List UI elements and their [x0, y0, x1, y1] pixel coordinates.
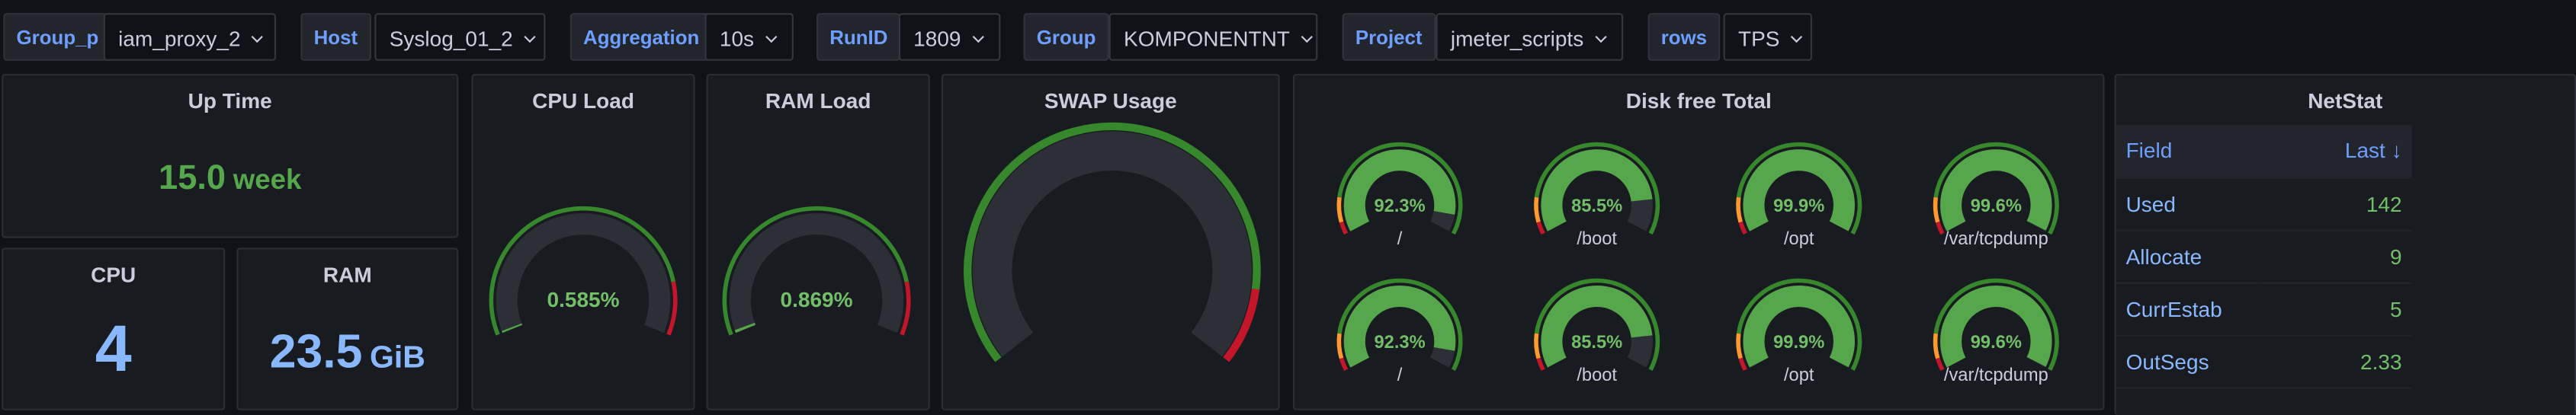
variable-label: rows	[1647, 13, 1721, 61]
table-cell: 5	[2260, 282, 2412, 336]
table-cell: 9	[2260, 229, 2412, 283]
column-header[interactable]: Last ↓	[2260, 124, 2412, 178]
panel-title: NetStat	[2308, 88, 2383, 113]
ram-panel: RAM 23.5 GiB	[236, 247, 459, 410]
table-cell: OutSegs	[2116, 334, 2261, 388]
stat: 23.5 GiB	[238, 327, 457, 381]
variable-label: Group	[1023, 13, 1109, 61]
netstat-table: Field Last ↓ Used 142 Allocate 9 CurrEstab 5 Out…	[2116, 124, 2412, 388]
table-row: CurrEstab 5	[2116, 282, 2412, 336]
cpu-load-panel: CPU Load	[471, 73, 695, 410]
variable-dropdown[interactable]: jmeter_scripts	[1436, 13, 1624, 61]
stat-value: 23.5	[269, 326, 363, 379]
variable-label: Aggregation	[569, 13, 713, 61]
variable-label: Project	[1342, 13, 1436, 61]
variable-dropdown[interactable]: 10s	[704, 13, 794, 61]
table-cell: Allocate	[2116, 229, 2261, 283]
variable-dropdown[interactable]: TPS	[1723, 13, 1812, 61]
netstat-panel: NetStat Field Last ↓ Used 142 Allocate 9 CurrE…	[2114, 73, 2576, 415]
stat-unit: GiB	[370, 341, 425, 376]
panel-title: Disk free Total	[1625, 88, 1772, 113]
cpu-panel: CPU 4	[2, 247, 226, 410]
ram-load-panel: RAM Load	[706, 73, 930, 410]
panel-title: SWAP Usage	[1044, 88, 1177, 113]
stat-value: 4	[95, 313, 132, 386]
uptime-panel: Up Time 15.0 week	[2, 73, 459, 238]
variable-dropdown[interactable]: Syslog_01_2	[374, 13, 546, 61]
table-cell: 142	[2260, 177, 2412, 231]
table-cell: Used	[2116, 177, 2261, 231]
panel-title: CPU Load	[532, 88, 634, 113]
variable-label: Host	[300, 13, 371, 61]
disk-panel: Disk free Total	[1292, 73, 2105, 410]
variable-dropdown[interactable]: KOMPONENTNT	[1108, 13, 1318, 61]
table-cell: 2.33	[2260, 334, 2412, 388]
panel-title: CPU	[91, 262, 136, 288]
panel-title: RAM	[322, 262, 372, 288]
stat: 15.0 week	[3, 159, 457, 199]
swap-panel: SWAP Usage	[941, 73, 1280, 410]
stat-value: 15.0	[159, 159, 226, 197]
variable-dropdown[interactable]: iam_proxy_2	[103, 13, 277, 61]
table-row: Allocate 9	[2116, 229, 2412, 283]
table-cell: CurrEstab	[2116, 282, 2261, 336]
table-row: OutSegs 2.33	[2116, 334, 2412, 388]
variable-dropdown[interactable]: 1809	[898, 13, 1001, 61]
stat-unit: week	[233, 164, 302, 196]
panel-title: RAM Load	[765, 88, 871, 113]
variable-label: RunID	[816, 13, 901, 61]
panel-title: Up Time	[188, 88, 272, 113]
variable-label: Group_p	[3, 13, 112, 61]
column-header[interactable]: Field	[2116, 124, 2261, 178]
table-row: Used 142	[2116, 177, 2412, 231]
